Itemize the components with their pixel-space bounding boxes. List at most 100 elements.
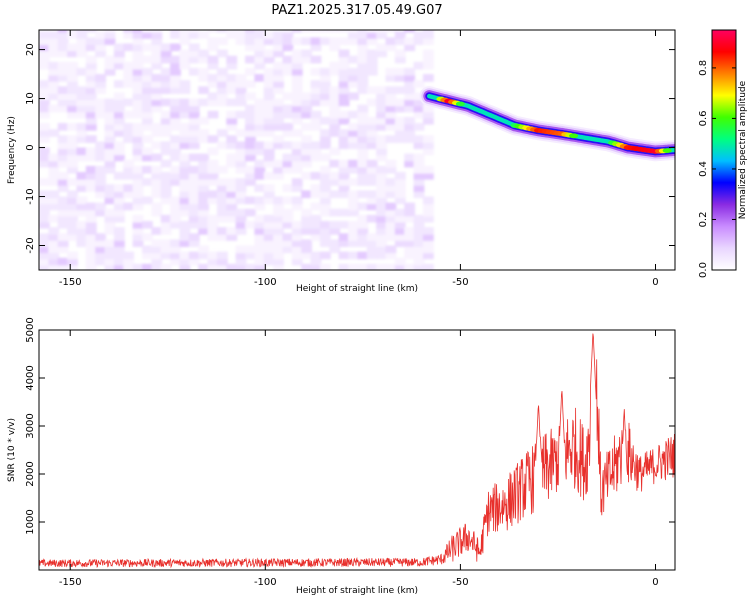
spectrogram-cell — [376, 214, 387, 223]
spectrogram-cell — [142, 233, 153, 241]
spectrogram-cell — [310, 147, 322, 156]
spectrogram-cell — [95, 165, 107, 174]
spectrogram-cell — [170, 147, 181, 156]
spectrogram-cell — [329, 92, 341, 101]
spectrogram-cell — [113, 208, 125, 217]
spectrogram-cell — [57, 141, 69, 150]
spectrogram-cell — [394, 233, 406, 241]
spectrogram-cell — [160, 67, 172, 76]
spectrogram-cell — [57, 31, 69, 39]
spectrogram-cell — [404, 239, 416, 248]
spectrogram-cell — [142, 153, 153, 162]
spectrogram-cell — [319, 263, 331, 270]
spectrogram-cell — [207, 263, 219, 270]
spectrogram-cell — [142, 80, 153, 88]
spectrogram-cell — [48, 129, 60, 137]
spectrogram-cell — [104, 135, 116, 143]
spectrogram-cell — [95, 245, 107, 254]
spectrogram-cell — [104, 257, 116, 266]
spectrogram-cell — [67, 67, 78, 76]
spectrogram-cell — [282, 239, 294, 248]
spectrogram-cell — [188, 129, 200, 137]
spectrogram-cell — [273, 263, 284, 270]
spectrogram-cell — [76, 86, 88, 94]
spectrogram-cell — [385, 202, 397, 211]
spectrogram-cell — [170, 123, 181, 131]
spectrogram-cell — [104, 141, 116, 150]
spectrogram-cell — [310, 153, 322, 162]
colorbar-scale — [712, 30, 736, 270]
spectrogram-cell — [67, 202, 78, 211]
spectrogram-cell — [170, 251, 181, 260]
spectrogram-cell — [132, 190, 144, 199]
spectrogram-cell — [394, 221, 406, 229]
spectrogram-cell — [263, 129, 275, 137]
spectrogram-cell — [329, 178, 341, 186]
spectrogram-cell — [235, 214, 247, 223]
spectrogram-cell — [413, 251, 425, 260]
spectrogram-cell — [39, 257, 50, 266]
spectrogram-cell — [273, 49, 284, 58]
spectrogram-cell — [76, 37, 88, 45]
spectrogram-cell — [263, 104, 275, 113]
spectrogram-cell — [263, 74, 275, 82]
spectrogram-cell — [376, 178, 387, 186]
spectrogram-cell — [245, 221, 256, 229]
spectrogram-cell — [48, 227, 60, 235]
spectrogram-cell — [132, 31, 144, 39]
spectrogram-cell — [376, 92, 387, 101]
spectrogram-cell — [301, 104, 313, 113]
spectrogram-cell — [310, 80, 322, 88]
spectrogram-cell — [132, 227, 144, 235]
spectrogram-cell — [376, 30, 387, 33]
spectrogram-cell — [385, 251, 397, 260]
spectrogram-cell — [338, 80, 350, 88]
spectrogram-cell — [113, 147, 125, 156]
spectrogram-cell — [57, 147, 69, 156]
spectrogram-cell — [76, 92, 88, 101]
spectrogram-cell — [76, 67, 88, 76]
spectrogram-cell — [48, 153, 60, 162]
spectrogram-cell — [338, 61, 350, 70]
spectrogram-cell — [319, 116, 331, 125]
spectrogram-cell — [348, 67, 359, 76]
spectrogram-cell — [282, 221, 294, 229]
spectrogram-cell — [113, 227, 125, 235]
spectrogram-cell — [385, 98, 397, 107]
spectrogram-cell — [39, 123, 50, 131]
spectrogram-cell — [188, 43, 200, 52]
spectrogram-cell — [132, 233, 144, 241]
spectrogram-cell — [245, 92, 256, 101]
spectrogram-cell — [422, 49, 434, 58]
spectrogram-cell — [123, 129, 135, 137]
spectrogram-cell — [95, 239, 107, 248]
spectrogram-cell — [301, 214, 313, 223]
spectrogram-cell — [198, 208, 210, 217]
spectrogram-cell — [329, 37, 341, 45]
spectrogram-cell — [132, 43, 144, 52]
spectrogram-cell — [207, 61, 219, 70]
spectrogram-cell — [404, 116, 416, 125]
spectrogram-cell — [179, 30, 191, 33]
spectrogram-cell — [366, 196, 378, 205]
spectrogram-cell — [123, 159, 135, 168]
spectrogram-cell — [170, 110, 181, 119]
snr-y-label: SNR (10 * v/v) — [7, 418, 17, 482]
spectrogram-cell — [366, 98, 378, 107]
spectrogram-cell — [142, 43, 153, 52]
spectrogram-cell — [245, 110, 256, 119]
spectrogram-cell — [263, 80, 275, 88]
spectrogram-cell — [245, 80, 256, 88]
spectrogram-cell — [422, 227, 434, 235]
spectrogram-cell — [404, 104, 416, 113]
spectrogram-cell — [85, 147, 97, 156]
spectrogram-cell — [422, 233, 434, 241]
spectrogram-cell — [254, 147, 266, 156]
spectrogram-cell — [235, 92, 247, 101]
spectrogram-cell — [132, 153, 144, 162]
spectrogram-cell — [413, 80, 425, 88]
spectrogram-cell — [76, 202, 88, 211]
spectrogram-cell — [245, 196, 256, 205]
spectrogram-cell — [85, 202, 97, 211]
spectrogram-cell — [85, 184, 97, 192]
